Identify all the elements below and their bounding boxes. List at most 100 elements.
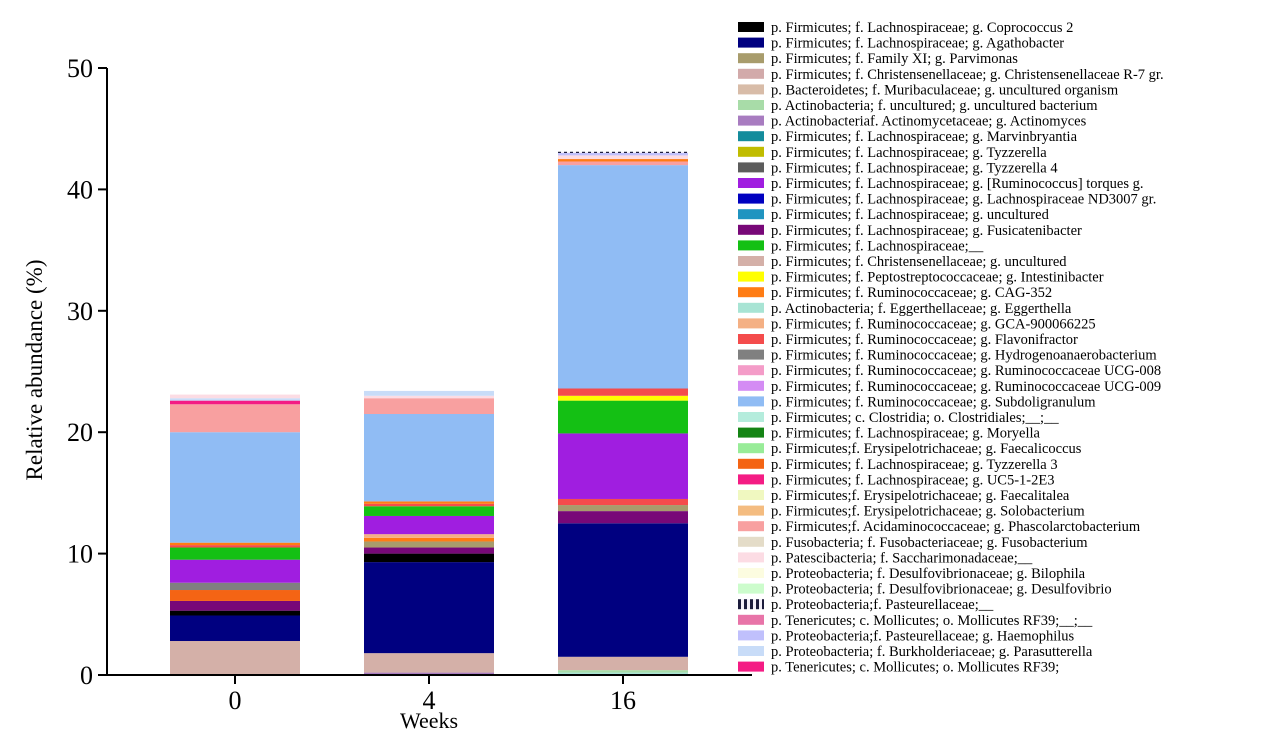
legend-item: p. Actinobacteria; f. Eggerthellaceae; g… (738, 301, 1072, 317)
x-axis-label: Weeks (400, 708, 458, 733)
legend-item: p. Firmicutes; f. Family XI; g. Parvimon… (738, 51, 1018, 67)
legend-label: p. Firmicutes; f. Ruminococcaceae; g. Fl… (771, 332, 1078, 348)
legend-swatch (738, 443, 764, 454)
legend-label: p. Firmicutes; f. Lachnospiraceae;__ (771, 238, 984, 254)
bar-segment (558, 498, 688, 506)
legend-item: p. Fusobacteria; f. Fusobacteriaceae; g.… (738, 535, 1088, 551)
legend-label: p. Proteobacteria; f. Desulfovibrionacea… (771, 566, 1086, 582)
bar-segment (558, 388, 688, 396)
legend-item: p. Firmicutes; f. Lachnospiraceae; g. [R… (738, 176, 1143, 192)
bar-segment (558, 165, 688, 389)
legend-item: p. Firmicutes; f. Christensenellaceae; g… (738, 254, 1067, 270)
y-axis-label: Relative abundance (%) (22, 260, 47, 481)
bar-segment (170, 398, 300, 401)
x-tick-label: 4 (423, 686, 436, 715)
bar-segment (170, 600, 300, 611)
legend-swatch (738, 68, 764, 79)
legend-label: p. Tenericutes; c. Mollicutes; o. Mollic… (771, 660, 1059, 676)
y-tick-label: 30 (67, 297, 93, 326)
bar-segment (364, 534, 494, 538)
legend-item: p. Firmicutes;f. Erysipelotrichaceae; g.… (738, 488, 1070, 504)
legend-swatch (738, 474, 764, 485)
legend-item: p. Firmicutes; f. Lachnospiraceae; g. Co… (738, 20, 1073, 36)
legend-item: p. Proteobacteria; f. Burkholderiaceae; … (738, 644, 1093, 660)
bar-segment (364, 553, 494, 563)
bar-segment (170, 545, 300, 548)
legend-item: p. Firmicutes; f. Lachnospiraceae; g. Mo… (738, 426, 1041, 442)
legend-label: p. Fusobacteria; f. Fusobacteriaceae; g.… (771, 535, 1088, 551)
legend-swatch (738, 240, 764, 251)
legend-item: p. Firmicutes; f. Lachnospiraceae; g. Ty… (738, 457, 1058, 473)
legend-swatch (738, 178, 764, 188)
legend-swatch (738, 37, 764, 48)
y-tick-label: 20 (67, 418, 93, 447)
legend-swatch (738, 630, 764, 641)
legend-label: p. Firmicutes; f. Lachnospiraceae; g. La… (771, 192, 1156, 208)
legend-label: p. Proteobacteria; f. Desulfovibrionacea… (771, 582, 1112, 598)
legend-label: p. Firmicutes; f. Lachnospiraceae; g. Ag… (771, 36, 1064, 52)
legend-item: p. Firmicutes; f. Ruminococcaceae; g. Ru… (738, 379, 1161, 395)
legend-item: p. Firmicutes; f. Lachnospiraceae; g. Ma… (738, 129, 1078, 145)
legend-swatch (738, 380, 764, 391)
x-axis: 0 4 16 (107, 674, 752, 715)
legend-item: p. Firmicutes; f. Lachnospiraceae; g. UC… (738, 472, 1054, 488)
legend-item: p. Actinobacteriaf. Actinomycetaceae; g.… (738, 114, 1087, 130)
bar-segment (364, 398, 494, 414)
legend-swatch (738, 84, 764, 95)
bar-segment (364, 515, 494, 535)
legend-swatch (738, 162, 764, 173)
legend-label: p. Firmicutes;f. Erysipelotrichaceae; g.… (771, 504, 1085, 520)
legend-label: p. Firmicutes; f. Lachnospiraceae; g. Ty… (771, 145, 1047, 161)
bar-segment (558, 395, 688, 401)
bar-segment (558, 505, 688, 512)
bar-segment (558, 400, 688, 434)
legend-swatch (738, 146, 764, 157)
legend-swatch (738, 599, 764, 610)
bar-segment (558, 523, 688, 657)
legend-label: p. Firmicutes;f. Acidaminococcaceae; g. … (771, 519, 1141, 535)
bar-stack-16 (558, 151, 688, 675)
legend-label: p. Bacteroidetes; f. Muribaculaceae; g. … (771, 82, 1119, 98)
y-tick-label: 0 (80, 661, 93, 690)
y-tick-label: 50 (67, 54, 93, 83)
legend-item: p. Firmicutes;f. Erysipelotrichaceae; g.… (738, 441, 1082, 457)
legend-swatch (738, 193, 764, 204)
legend-swatch (738, 583, 764, 594)
legend-label: p. Firmicutes; f. Ruminococcaceae; g. GC… (771, 316, 1096, 332)
legend-swatch (738, 552, 764, 563)
legend-swatch (738, 396, 764, 407)
bar-segment (558, 155, 688, 160)
legend-label: p. Patescibacteria; f. Saccharimonadacea… (771, 550, 1033, 566)
legend-item: p. Firmicutes; f. Peptostreptococcaceae;… (738, 270, 1104, 286)
legend-label: p. Firmicutes; f. Lachnospiraceae; g. Co… (771, 20, 1073, 36)
legend-swatch (738, 536, 764, 547)
legend-swatch (738, 427, 764, 438)
legend-label: p. Firmicutes; f. Lachnospiraceae; g. Ty… (771, 160, 1058, 176)
bar-segment (170, 590, 300, 601)
legend-label: p. Tenericutes; c. Mollicutes; o. Mollic… (771, 613, 1093, 629)
legend-label: p. Firmicutes; f. Lachnospiraceae; g. un… (771, 207, 1050, 223)
legend-swatch (738, 365, 764, 376)
bar-segment (364, 501, 494, 504)
legend-swatch (738, 614, 764, 625)
legend-swatch (738, 100, 764, 110)
legend-swatch (738, 521, 764, 532)
legend-swatch (738, 53, 764, 64)
bar-segment (170, 542, 300, 546)
legend-label: p. Firmicutes; f. Ruminococcaceae; g. Ru… (771, 363, 1161, 379)
x-tick-label: 0 (229, 686, 242, 715)
legend: p. Firmicutes; f. Lachnospiraceae; g. Co… (738, 20, 1164, 676)
legend-item: p. Firmicutes; f. Ruminococcaceae; g. GC… (738, 316, 1096, 332)
bar-segment (364, 395, 494, 399)
legend-label: p. Proteobacteria;f. Pasteurellaceae; g.… (771, 628, 1075, 644)
x-tick-label: 16 (610, 686, 636, 715)
legend-item: p. Firmicutes; f. Lachnospiraceae; g. Fu… (738, 223, 1082, 239)
legend-swatch (738, 646, 764, 656)
legend-item: p. Firmicutes; c. Clostridia; o. Clostri… (738, 410, 1059, 426)
legend-label: p. Firmicutes; f. Christensenellaceae; g… (771, 254, 1067, 270)
legend-swatch (738, 256, 764, 266)
bar-segment (170, 559, 300, 583)
legend-item: p. Tenericutes; c. Mollicutes; o. Mollic… (738, 660, 1059, 676)
legend-item: p. Firmicutes;f. Acidaminococcaceae; g. … (738, 519, 1141, 535)
